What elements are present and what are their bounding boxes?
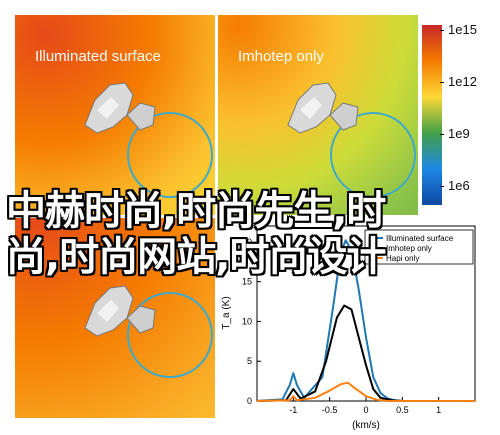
panel-bottom-left-map	[15, 218, 215, 418]
colorbar-tick-mark	[440, 82, 444, 83]
comet-nucleus-icon	[84, 285, 156, 337]
overlay-text-line-2: 尚,时尚网站,时尚设计	[6, 234, 386, 280]
panel-title-imhotep: Imhotep only	[238, 48, 324, 65]
colorbar-tick-label: 1e6	[448, 178, 470, 193]
panel-illuminated-surface: Illuminated surface	[15, 15, 215, 215]
y-axis-label: T_a (K)	[221, 296, 232, 329]
imhotep-only-map	[218, 15, 418, 215]
colorbar-tick-mark	[440, 134, 444, 135]
footprint-circle	[330, 112, 416, 198]
colorbar-tick-label: 1e9	[448, 126, 470, 141]
colorbar-tick-label: 1e15	[448, 22, 477, 37]
legend-label: Illuminated surface	[386, 234, 454, 243]
series-line	[256, 381, 475, 402]
overlay-text-line-1: 中赫时尚,时尚先生,时	[6, 188, 386, 234]
footprint-circle	[127, 112, 213, 198]
footprint-circle	[127, 292, 213, 378]
y-tick-label: 10	[242, 316, 252, 326]
comet-nucleus-icon	[287, 82, 359, 134]
panel-imhotep-only: Imhotep only	[218, 15, 418, 215]
colorbar-tick-mark	[440, 186, 444, 187]
series-line	[256, 304, 475, 402]
bottom-left-map	[15, 218, 215, 418]
x-tick-label: 1	[436, 405, 441, 415]
y-tick-label: 15	[242, 277, 252, 287]
y-tick-label: 20	[242, 237, 252, 247]
y-tick-label: 5	[247, 356, 252, 366]
legend-label: Imhotep only	[386, 244, 432, 253]
x-tick-label: -1	[289, 405, 297, 415]
colorbar-tick-mark	[440, 30, 444, 31]
x-tick-label: 0	[363, 405, 368, 415]
colorbar	[422, 25, 442, 205]
x-tick-label: -0.5	[322, 405, 338, 415]
illuminated-surface-map	[15, 15, 215, 215]
legend-label: Hapi only	[386, 254, 419, 263]
panel-title-illuminated: Illuminated surface	[35, 48, 161, 65]
y-tick-label: 0	[247, 396, 252, 406]
x-axis-label: (km/s)	[352, 420, 380, 431]
comet-nucleus-icon	[84, 82, 156, 134]
x-tick-label: 0.5	[396, 405, 409, 415]
colorbar-tick-label: 1e12	[448, 74, 477, 89]
